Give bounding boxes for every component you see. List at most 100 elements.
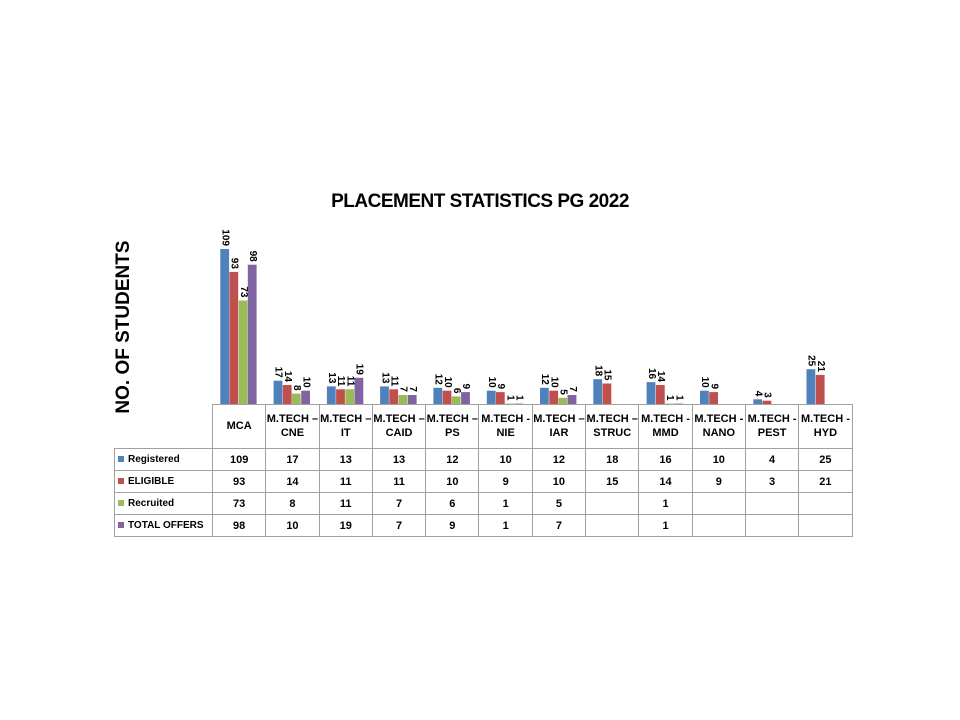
bar [336, 389, 345, 405]
category-label: M.TECH – PS [425, 404, 480, 449]
bar [301, 390, 310, 405]
data-label: 10 [442, 377, 453, 389]
data-label: 16 [646, 368, 657, 380]
bar [753, 399, 763, 405]
data-label: 14 [282, 371, 293, 383]
table-cell: 1 [638, 492, 693, 515]
table-cell: 17 [265, 448, 320, 471]
table-cell: 10 [425, 470, 480, 493]
legend-entry: TOTAL OFFERS [114, 514, 213, 537]
table-cell: 15 [585, 470, 640, 493]
data-label: 9 [460, 384, 471, 390]
data-label: 9 [708, 384, 719, 390]
table-cell: 12 [425, 448, 480, 471]
table-cell [691, 514, 746, 537]
bar [220, 249, 230, 405]
legend-key-icon [118, 478, 124, 485]
category-label: M.TECH - NANO [691, 404, 746, 449]
bar [433, 387, 443, 405]
bar [229, 271, 239, 405]
bar [451, 396, 461, 405]
data-label: 73 [238, 286, 249, 298]
category-label: M.TECH - MMD [638, 404, 693, 449]
table-cell: 10 [265, 514, 320, 537]
data-label: 98 [247, 251, 258, 263]
table-cell [744, 492, 800, 515]
data-label: 11 [388, 376, 399, 387]
table-cell: 1 [638, 514, 693, 537]
table-cell: 4 [744, 448, 800, 471]
table-cell: 11 [371, 470, 427, 493]
legend-entry: ELIGIBLE [114, 470, 213, 493]
bar [815, 374, 825, 405]
table-row: Recruited 73 8 11 7 6 1 5 1 [114, 492, 853, 515]
series-name: Recruited [128, 498, 175, 509]
bar [238, 300, 248, 405]
data-table: MCA M.TECH – CNE M.TECH – IT M.TECH – CAID M… [114, 404, 853, 537]
series-name: Registered [128, 454, 180, 465]
bar [646, 382, 656, 405]
table-cell: 7 [371, 492, 427, 515]
bar [407, 395, 417, 405]
table-corner [114, 404, 213, 449]
bar [495, 392, 505, 405]
table-cell: 14 [265, 470, 320, 493]
legend-entry: Recruited [114, 492, 213, 515]
data-label: 8 [291, 385, 302, 391]
bar [549, 390, 559, 405]
table-cell: 21 [798, 470, 853, 493]
table-cell: 98 [211, 514, 267, 537]
bar [380, 386, 389, 405]
bar [354, 377, 364, 405]
bar [442, 390, 452, 405]
data-label: 10 [699, 377, 710, 389]
table-cell: 7 [531, 514, 587, 537]
category-label: M.TECH – IT [318, 404, 373, 449]
data-label: 12 [433, 374, 444, 386]
table-cell: 12 [531, 448, 587, 471]
category-label: M.TECH – CNE [265, 404, 320, 449]
table-cell: 11 [318, 470, 373, 493]
bar [291, 393, 301, 405]
data-label: 21 [815, 361, 826, 373]
table-cell: 8 [265, 492, 320, 515]
data-label: 25 [806, 355, 817, 367]
table-cell: 13 [318, 448, 373, 471]
table-cell [585, 492, 640, 515]
chart-title: PLACEMENT STATISTICS PG 2022 [331, 191, 629, 212]
data-label: 17 [273, 367, 284, 379]
category-label: M.TECH – CAID [371, 404, 427, 449]
bar [762, 400, 772, 405]
category-label: MCA [211, 404, 267, 449]
data-label: 15 [602, 369, 613, 381]
data-label: 10 [548, 377, 559, 389]
bar [602, 383, 612, 405]
table-cell: 9 [425, 514, 480, 537]
data-label: 7 [567, 386, 578, 392]
data-label: 5 [558, 389, 569, 395]
table-cell: 16 [638, 448, 693, 471]
data-label: 14 [655, 371, 666, 383]
bar [709, 392, 718, 405]
series-name: ELIGIBLE [128, 476, 175, 487]
data-label: 7 [398, 386, 409, 392]
bar [558, 397, 568, 405]
table-cell: 109 [211, 448, 267, 471]
data-label: 109 [219, 229, 230, 246]
legend-key-icon [118, 456, 124, 463]
table-cell: 3 [744, 470, 800, 493]
table-cell [691, 492, 746, 515]
series-name: TOTAL OFFERS [128, 520, 204, 531]
table-cell: 14 [638, 470, 693, 493]
table-cell: 5 [531, 492, 587, 515]
table-cell: 18 [585, 448, 640, 471]
table-cell: 6 [425, 492, 480, 515]
bar [398, 395, 408, 405]
data-label: 1 [673, 395, 684, 401]
table-cell: 10 [691, 448, 746, 471]
data-label: 4 [752, 391, 763, 397]
table-cell: 7 [371, 514, 427, 537]
data-label: 1 [504, 395, 515, 401]
table-cell: 9 [691, 470, 746, 493]
